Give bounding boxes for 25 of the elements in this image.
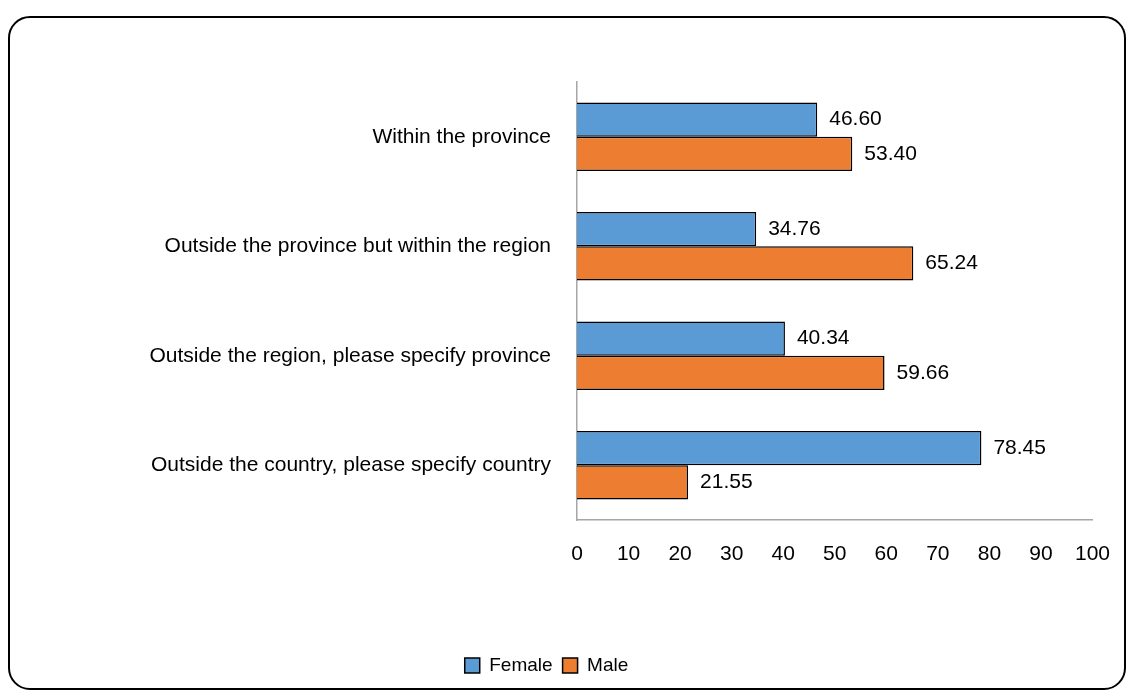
data-label: 59.66: [896, 359, 950, 383]
x-tick-label: 20: [668, 541, 692, 565]
legend-label: Female: [489, 653, 553, 675]
x-tick-label: 60: [874, 541, 898, 565]
x-tick-label: 50: [823, 541, 847, 565]
y-tick-label: Outside the country, please specify country: [151, 452, 552, 476]
x-tick-label: 80: [977, 541, 1002, 565]
data-label: 78.45: [993, 434, 1046, 458]
x-tick-label: 100: [1074, 541, 1110, 565]
x-tick-label: 70: [926, 541, 950, 565]
legend-label: Male: [587, 653, 629, 675]
data-label: 65.24: [925, 250, 979, 274]
data-label: 40.34: [796, 325, 850, 349]
y-tick-label: Outside the region, please specify province: [149, 342, 551, 366]
x-tick-label: 90: [1029, 541, 1053, 565]
y-tick-label: Within the province: [372, 123, 551, 147]
x-tick-label: 10: [616, 541, 641, 565]
y-tick-label: Outside the province but within the region: [164, 233, 551, 257]
data-label: 53.40: [864, 140, 917, 164]
x-tick-label: 40: [771, 541, 795, 565]
x-tick-label: 0: [571, 541, 583, 565]
data-label: 21.55: [700, 469, 753, 493]
data-label: 34.76: [768, 215, 821, 239]
x-tick-label: 30: [719, 541, 744, 565]
data-label: 46.60: [829, 106, 882, 130]
